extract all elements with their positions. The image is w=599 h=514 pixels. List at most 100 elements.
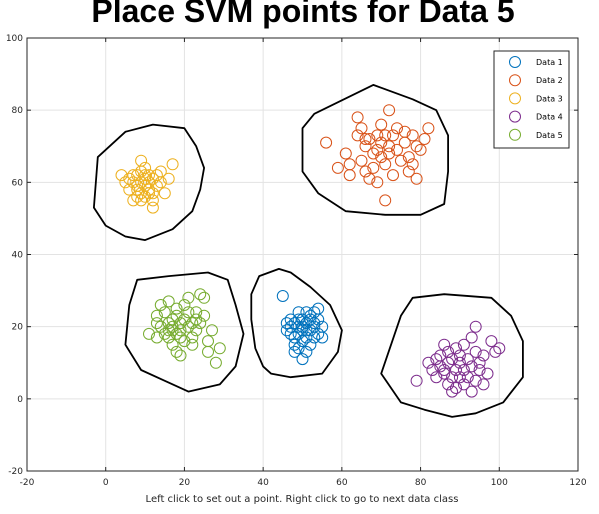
point-data-1 <box>284 313 297 326</box>
point-data-5 <box>150 309 163 322</box>
point-data-4 <box>469 320 482 333</box>
point-data-3 <box>127 176 140 189</box>
svm-boundaries <box>93 84 524 418</box>
y-tick-label: 60 <box>12 178 24 188</box>
point-data-5 <box>202 345 214 358</box>
point-data-2 <box>363 172 376 185</box>
point-data-1 <box>296 320 309 333</box>
point-data-2 <box>406 158 419 171</box>
data-points <box>115 104 506 398</box>
point-data-5 <box>162 331 175 344</box>
point-data-5 <box>209 356 222 369</box>
point-data-4 <box>465 360 478 373</box>
point-data-1 <box>296 324 309 337</box>
point-data-1 <box>288 317 301 330</box>
point-data-5 <box>178 313 191 326</box>
point-data-2 <box>394 154 407 167</box>
point-data-1 <box>292 306 305 319</box>
point-data-5 <box>150 317 163 330</box>
point-data-4 <box>438 367 451 380</box>
point-data-1 <box>288 345 301 358</box>
point-data-5 <box>186 331 199 344</box>
point-data-2 <box>387 169 399 182</box>
point-data-3 <box>143 169 155 182</box>
point-data-5 <box>182 320 195 333</box>
point-data-2 <box>367 147 380 160</box>
point-data-2 <box>371 176 384 189</box>
point-data-4 <box>477 349 490 362</box>
point-data-3 <box>146 187 159 200</box>
point-data-3 <box>115 169 128 182</box>
svm-boundary-1 <box>250 267 343 379</box>
svm-boundary-3 <box>124 271 245 393</box>
point-data-4 <box>473 356 486 369</box>
x-axis-label: Left click to set out a point. Right cli… <box>146 494 459 505</box>
point-data-5 <box>150 331 163 344</box>
point-data-2 <box>359 140 372 153</box>
y-tick-label: 0 <box>17 395 23 405</box>
point-data-1 <box>300 345 313 358</box>
legend-marker-data-1 <box>509 56 521 68</box>
x-tick-label: 40 <box>257 478 269 488</box>
point-data-2 <box>351 129 364 142</box>
point-data-5 <box>190 306 203 319</box>
point-data-3 <box>119 176 132 189</box>
point-data-5 <box>143 327 155 340</box>
chart-title: Place SVM points for Data 5 <box>91 0 514 29</box>
point-data-4 <box>434 360 447 373</box>
point-data-4 <box>469 345 482 358</box>
point-data-5 <box>178 299 191 311</box>
point-data-2 <box>422 122 435 135</box>
point-data-4 <box>481 367 494 380</box>
legend-box <box>493 50 570 149</box>
point-data-2 <box>402 151 415 164</box>
point-data-1 <box>292 342 305 355</box>
point-data-2 <box>398 125 411 138</box>
point-data-5 <box>206 324 218 337</box>
point-data-2 <box>331 161 344 174</box>
point-data-5 <box>174 324 187 337</box>
point-data-4 <box>426 364 439 376</box>
point-data-3 <box>166 158 179 171</box>
point-data-5 <box>154 320 167 333</box>
point-data-1 <box>292 327 305 340</box>
point-data-1 <box>292 320 305 333</box>
point-data-1 <box>300 324 313 337</box>
point-data-4 <box>465 331 478 344</box>
point-data-3 <box>131 179 144 192</box>
y-tick-label: 20 <box>12 323 24 333</box>
point-data-4 <box>430 353 443 366</box>
y-tick-label: -20 <box>8 467 23 477</box>
point-data-2 <box>387 129 399 142</box>
x-tick-label: 0 <box>103 478 109 488</box>
point-data-5 <box>170 345 183 358</box>
point-data-4 <box>469 374 482 387</box>
point-data-5 <box>182 306 195 319</box>
point-data-5 <box>186 338 199 351</box>
point-data-2 <box>351 111 364 124</box>
point-data-2 <box>379 194 392 207</box>
point-data-3 <box>158 187 171 200</box>
point-data-5 <box>194 288 207 301</box>
legend-label-data-2: Data 2 <box>536 76 563 85</box>
point-data-2 <box>371 143 384 156</box>
point-data-5 <box>202 335 214 348</box>
y-tick-label: 80 <box>12 106 24 116</box>
point-data-2 <box>402 165 415 178</box>
y-tick-label: 40 <box>12 251 24 261</box>
point-data-2 <box>375 136 388 149</box>
point-data-1 <box>300 306 313 319</box>
point-data-2 <box>379 129 392 142</box>
point-data-4 <box>438 338 451 351</box>
point-data-2 <box>406 129 419 142</box>
point-data-3 <box>131 183 144 196</box>
point-data-4 <box>453 356 466 369</box>
point-data-2 <box>359 133 372 145</box>
legend-label-data-1: Data 1 <box>536 58 563 67</box>
point-data-1 <box>280 317 293 330</box>
point-data-3 <box>150 169 163 182</box>
point-data-4 <box>446 371 459 384</box>
point-data-1 <box>304 313 317 326</box>
legend-label-data-5: Data 5 <box>536 131 563 140</box>
point-data-2 <box>379 158 392 171</box>
